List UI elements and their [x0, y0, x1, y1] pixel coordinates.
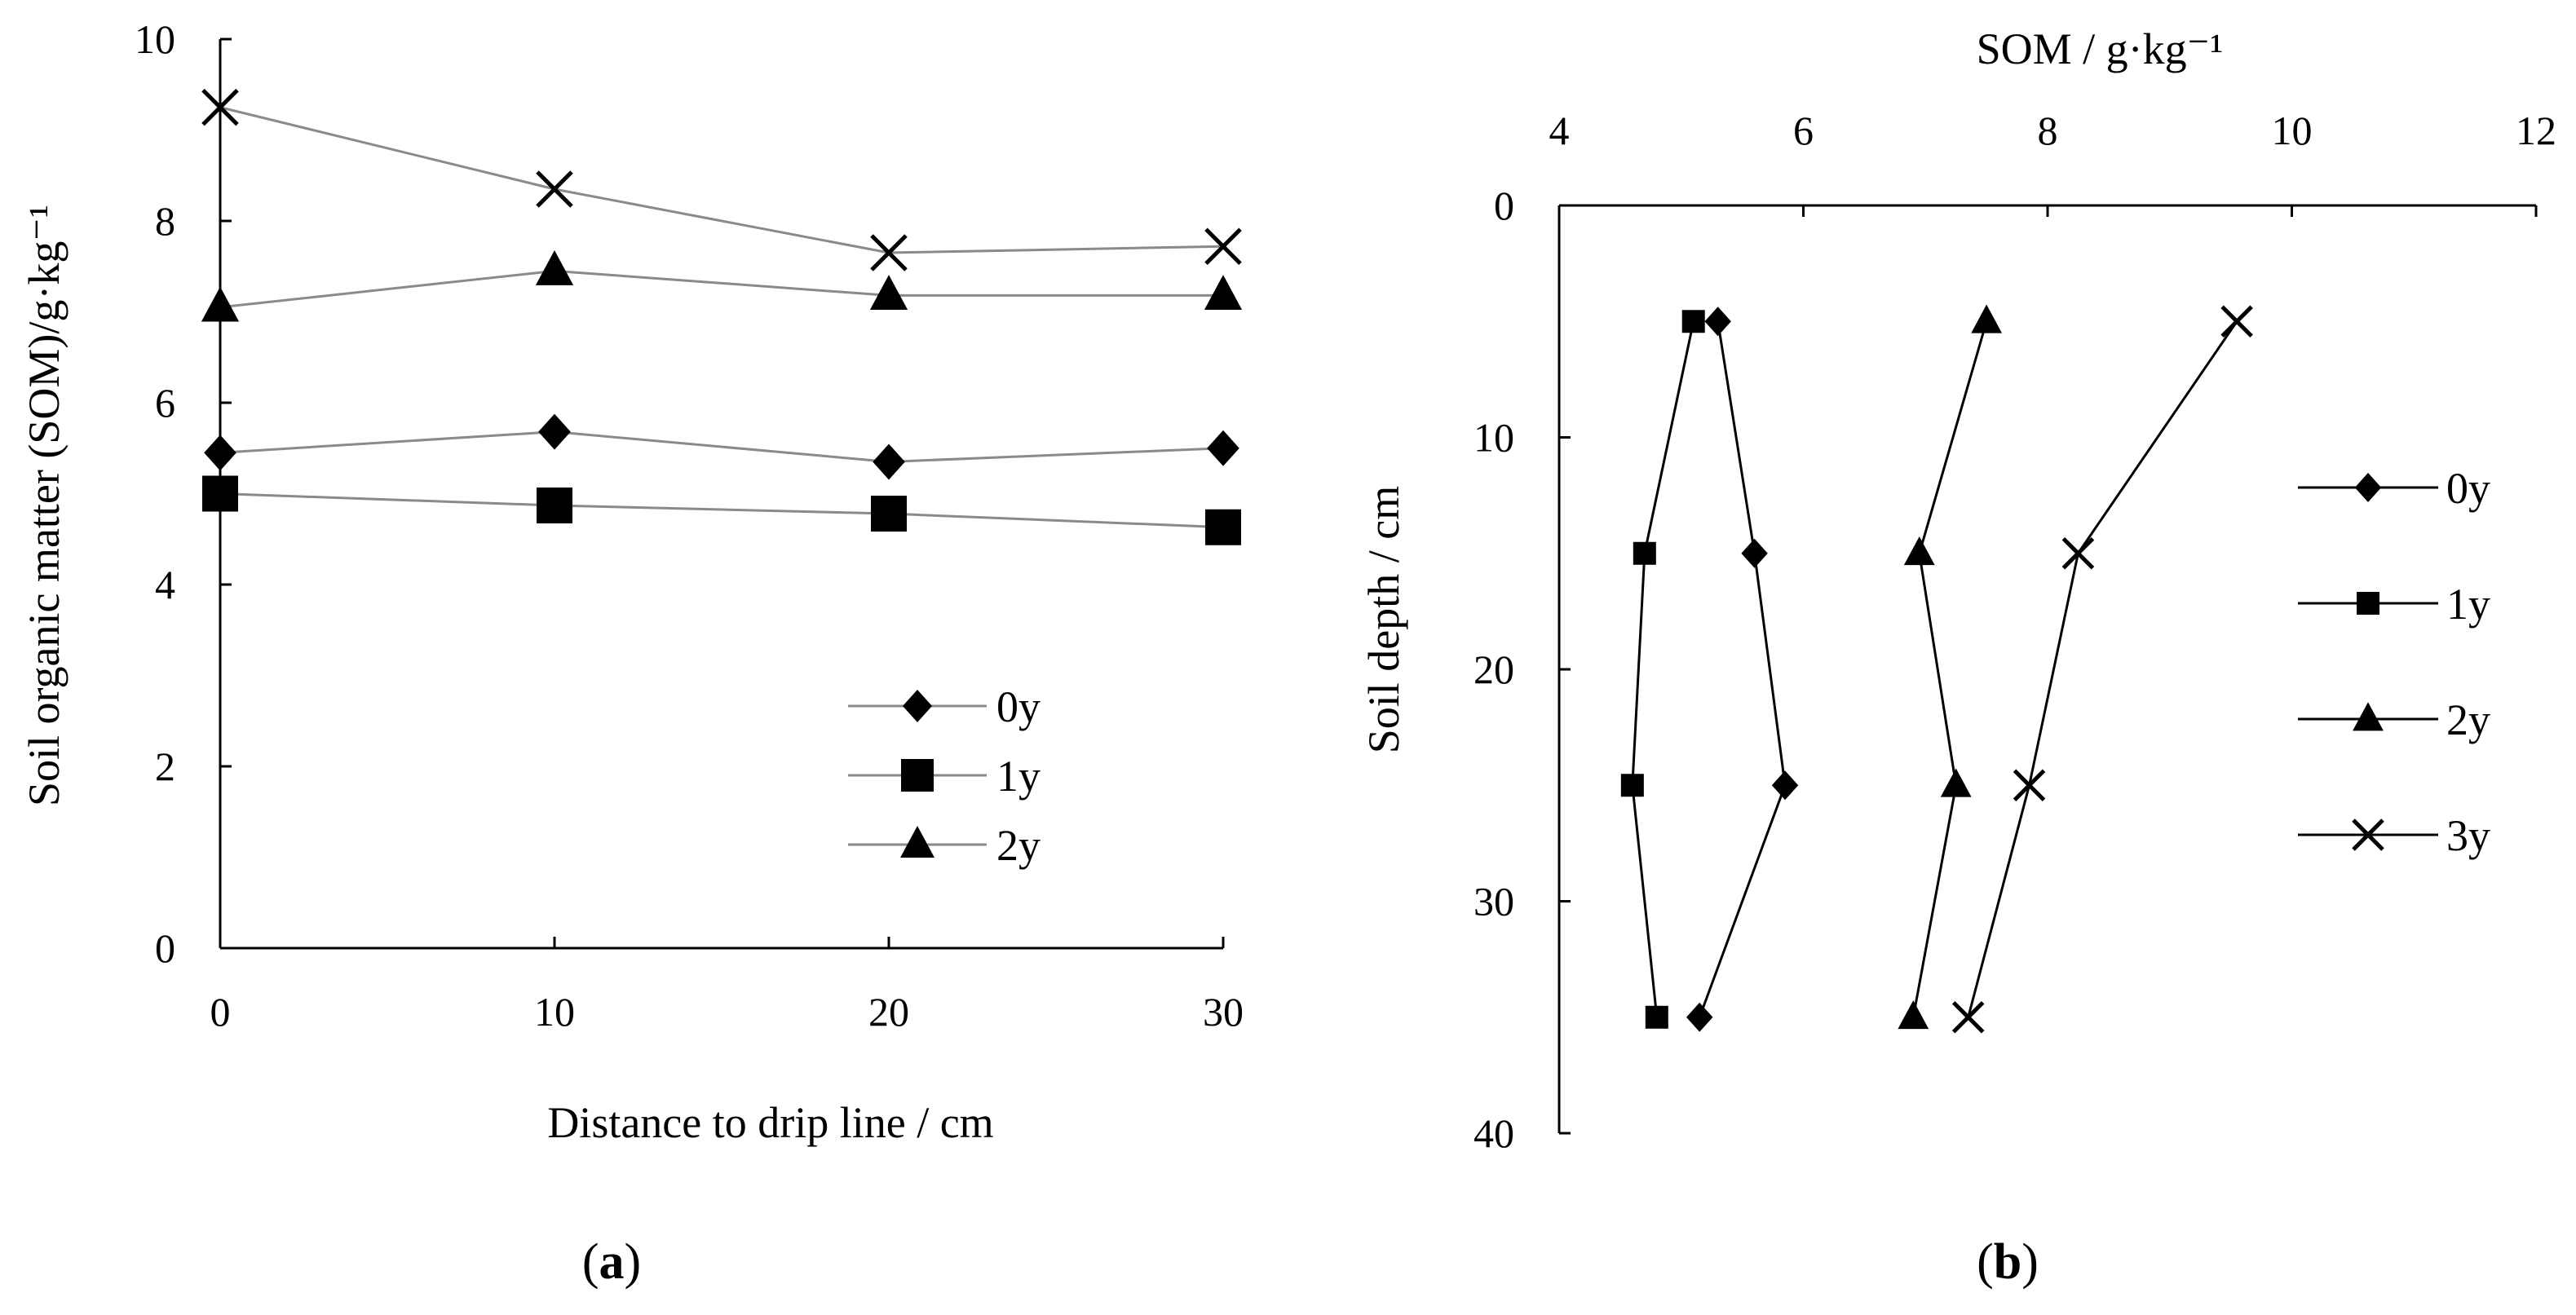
chart-b-x-tick-label: 10 [2272, 108, 2313, 153]
chart-b-point-3y-stroke-2 [1951, 1000, 1985, 1034]
panel-label-a: (a) [582, 1234, 641, 1290]
chart-a-point-1y [871, 496, 907, 532]
chart-b-y-tick-label: 20 [1474, 646, 1514, 692]
chart-b-point-1y [1620, 774, 1644, 797]
chart-a-x-tick-label: 0 [210, 989, 231, 1035]
chart-b-point-3y [2061, 536, 2095, 570]
chart-b-point-1y [1633, 541, 1656, 565]
chart-a-series-line-2y [219, 269, 1223, 309]
chart-a-series [201, 88, 1243, 545]
chart-a-x-tick-label: 10 [534, 989, 575, 1035]
chart-a: 0 2 4 6 8 10 0 10 20 30 0y 1y 2y Distance to drip l… [20, 16, 1244, 1290]
chart-b-point-2y [1898, 1000, 1929, 1030]
chart-b-legend: 0y 1y 2y 3y [2298, 464, 2490, 860]
chart-a-legend-label: 1y [996, 752, 1041, 801]
chart-b-legend-label: 2y [2446, 695, 2490, 744]
chart-b-point-1y [1681, 310, 1705, 333]
chart-b-point-0y [1686, 1002, 1713, 1032]
chart-a-legend-marker [900, 826, 935, 858]
chart-b-point-3y [2013, 769, 2046, 802]
chart-b-series-line-2y [1911, 320, 1988, 1018]
chart-a-y-tick-label: 4 [155, 562, 175, 607]
chart-b-y-tick-label: 0 [1494, 183, 1514, 228]
chart-b-legend-marker [2352, 819, 2384, 851]
chart-b-series-line-3y [1967, 320, 2238, 1018]
chart-a-y-tick-label: 8 [155, 198, 175, 244]
chart-a-point-2y [1204, 275, 1243, 311]
chart-b-legend-label: 1y [2446, 580, 2490, 629]
chart-a-point-0y [1207, 430, 1239, 466]
chart-a-point-3y-stroke-2 [1204, 227, 1242, 265]
chart-a-point-3y [1204, 227, 1242, 265]
chart-b-point-3y [1951, 1000, 1985, 1034]
chart-a-point-3y-stroke-2 [201, 88, 239, 126]
chart-a-point-3y-stroke-2 [870, 234, 908, 271]
chart-a-axes: 0 2 4 6 8 10 0 10 20 30 [135, 16, 1244, 1035]
chart-a-point-1y [537, 487, 572, 523]
chart-b: 4 6 8 10 12 0 10 20 30 40 0y 1y 2y 3y SOM / g·kg⁻¹ S… [1359, 24, 2556, 1290]
chart-a-point-3y [201, 88, 239, 126]
chart-a-legend-label: 0y [996, 682, 1041, 731]
chart-a-y-tick-label: 0 [155, 925, 175, 971]
chart-a-point-1y [202, 475, 238, 512]
chart-b-series [1620, 304, 2253, 1034]
chart-a-y-label: Soil organic matter (SOM)/g·kg⁻¹ [20, 205, 68, 806]
chart-a-y-tick-label: 10 [135, 16, 175, 62]
chart-a-y-tick-label: 6 [155, 380, 175, 426]
chart-a-point-3y [536, 170, 573, 208]
chart-b-point-1y [1645, 1005, 1668, 1029]
chart-a-legend-marker [901, 759, 934, 792]
chart-a-legend-marker [903, 690, 932, 722]
chart-a-point-2y [201, 286, 240, 322]
chart-b-x-tick-label: 8 [2038, 108, 2058, 153]
chart-b-point-0y [1741, 538, 1768, 568]
chart-b-x-tick-label: 4 [1549, 108, 1570, 153]
chart-a-y-tick-label: 2 [155, 744, 175, 789]
chart-a-point-3y [870, 234, 908, 271]
chart-b-point-3y-stroke-2 [2220, 305, 2253, 338]
chart-a-point-0y [873, 443, 905, 480]
chart-b-point-0y [1704, 307, 1731, 337]
chart-a-point-1y [1205, 509, 1241, 545]
chart-a-legend-label: 2y [996, 821, 1041, 870]
chart-b-point-0y [1771, 770, 1799, 801]
chart-a-point-2y [869, 275, 908, 311]
chart-a-x-tick-label: 30 [1203, 989, 1244, 1035]
chart-b-legend-marker-stroke-2 [2352, 819, 2384, 851]
chart-a-series-line-1y [219, 492, 1224, 529]
chart-b-legend-label: 3y [2446, 811, 2490, 860]
chart-a-series-line-3y [219, 106, 1224, 254]
chart-b-legend-marker [2353, 702, 2384, 731]
chart-a-point-0y [538, 413, 571, 450]
chart-a-point-0y [204, 435, 236, 471]
chart-b-series-line-0y [1698, 321, 1787, 1018]
panel-label-b: (b) [1977, 1234, 2039, 1290]
chart-b-axes: 4 6 8 10 12 0 10 20 30 40 [1474, 108, 2556, 1156]
chart-b-point-3y-stroke-2 [2013, 769, 2046, 802]
chart-b-point-3y [2220, 305, 2253, 338]
chart-b-series-line-1y [1631, 320, 1695, 1017]
chart-b-y-tick-label: 10 [1474, 415, 1514, 461]
chart-a-point-2y [535, 250, 574, 285]
chart-a-point-3y-stroke-2 [536, 170, 573, 208]
chart-a-x-label: Distance to drip line / cm [547, 1098, 993, 1147]
chart-b-y-tick-label: 40 [1474, 1110, 1514, 1156]
chart-a-series-line-0y [219, 430, 1224, 463]
chart-b-point-2y [1971, 304, 2003, 333]
chart-a-x-tick-label: 20 [868, 989, 909, 1035]
chart-b-y-label: Soil depth / cm [1359, 486, 1408, 753]
chart-b-legend-marker [2354, 473, 2382, 502]
chart-b-point-2y [1940, 768, 1972, 797]
chart-b-legend-marker [2357, 592, 2379, 615]
chart-b-x-tick-label: 6 [1793, 108, 1814, 153]
chart-a-legend: 0y 1y 2y [848, 682, 1041, 870]
chart-b-x-tick-label: 12 [2516, 108, 2556, 153]
chart-b-point-2y [1903, 536, 1935, 566]
chart-b-y-tick-label: 30 [1474, 879, 1514, 924]
chart-b-legend-label: 0y [2446, 464, 2490, 513]
chart-b-point-3y-stroke-2 [2061, 536, 2095, 570]
chart-b-x-label: SOM / g·kg⁻¹ [1977, 24, 2224, 73]
